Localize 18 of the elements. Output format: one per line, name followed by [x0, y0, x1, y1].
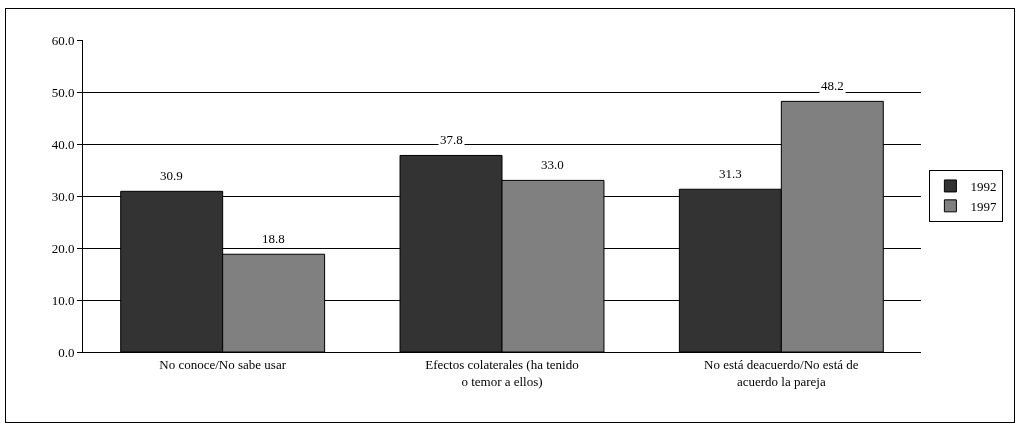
data-label: 33.0 [541, 157, 564, 172]
legend-label: 1997 [970, 198, 997, 214]
data-label: 18.8 [262, 231, 285, 246]
y-tick-label: 40.0 [51, 136, 75, 152]
legend-label: 1992 [970, 179, 997, 195]
data-label: 48.2 [821, 78, 844, 93]
data-label: 30.9 [160, 168, 183, 183]
y-tick-label: 20.0 [51, 240, 75, 256]
y-tick-label: 10.0 [51, 292, 75, 308]
x-tick-label: No está deacuerdo/No está de acuerdo la pareja [704, 356, 859, 389]
y-tick-label: 30.0 [51, 188, 75, 204]
x-tick-label: No conoce/No sabe usar [159, 356, 287, 372]
y-tick-label: 60.0 [51, 32, 75, 48]
data-label: 37.8 [440, 132, 463, 147]
data-label: 31.3 [719, 166, 742, 181]
y-tick-label: 0.0 [58, 344, 75, 360]
y-tick-label: 50.0 [51, 84, 75, 100]
x-tick-label: Efectos colaterales (ha tenido o temor a ellos) [425, 356, 579, 389]
